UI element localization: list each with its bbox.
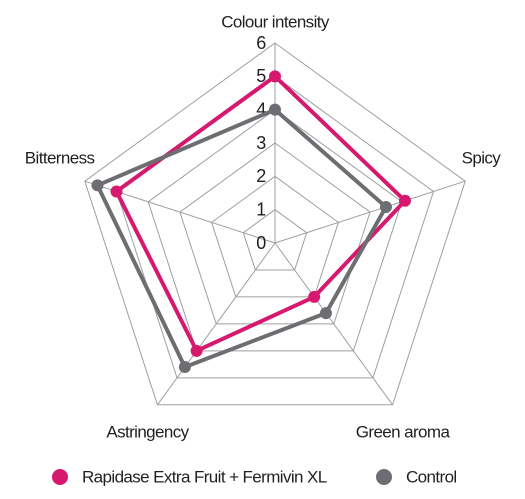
grid-ring — [242, 209, 308, 271]
data-point — [308, 290, 321, 303]
grid-ring — [147, 109, 403, 352]
r-tick-label: 0 — [256, 233, 266, 253]
category-label: Colour intensity — [221, 12, 330, 31]
data-point — [269, 103, 281, 116]
r-tick-label: 4 — [256, 99, 266, 119]
legend-label: Rapidase Extra Fruit + Fermivin XL — [82, 467, 327, 486]
r-tick-label: 6 — [256, 33, 266, 53]
data-point — [379, 200, 392, 213]
category-label: Spicy — [462, 149, 502, 168]
category-label: Astringency — [106, 422, 189, 441]
legend-marker — [52, 469, 68, 485]
r-tick-label: 3 — [256, 133, 266, 153]
legend-marker — [376, 469, 392, 485]
spoke — [274, 242, 393, 406]
r-tick-label: 5 — [256, 66, 266, 86]
grid-ring — [179, 142, 371, 325]
data-point — [190, 344, 203, 357]
r-tick-label: 1 — [256, 199, 266, 219]
series-outline — [114, 74, 407, 353]
spoke — [274, 180, 466, 244]
data-point — [91, 179, 104, 192]
category-label: Green aroma — [356, 422, 451, 441]
category-label: Bitterness — [25, 149, 95, 168]
spoke — [157, 242, 276, 406]
data-point — [178, 361, 191, 374]
data-point — [110, 185, 123, 198]
series-outline — [95, 107, 388, 370]
grid-ring — [211, 175, 339, 298]
legend-label: Control — [406, 467, 457, 486]
r-tick-label: 2 — [256, 166, 266, 186]
grid-ring — [84, 42, 466, 406]
data-point — [398, 194, 411, 207]
data-point — [269, 70, 281, 83]
data-point — [319, 307, 332, 320]
